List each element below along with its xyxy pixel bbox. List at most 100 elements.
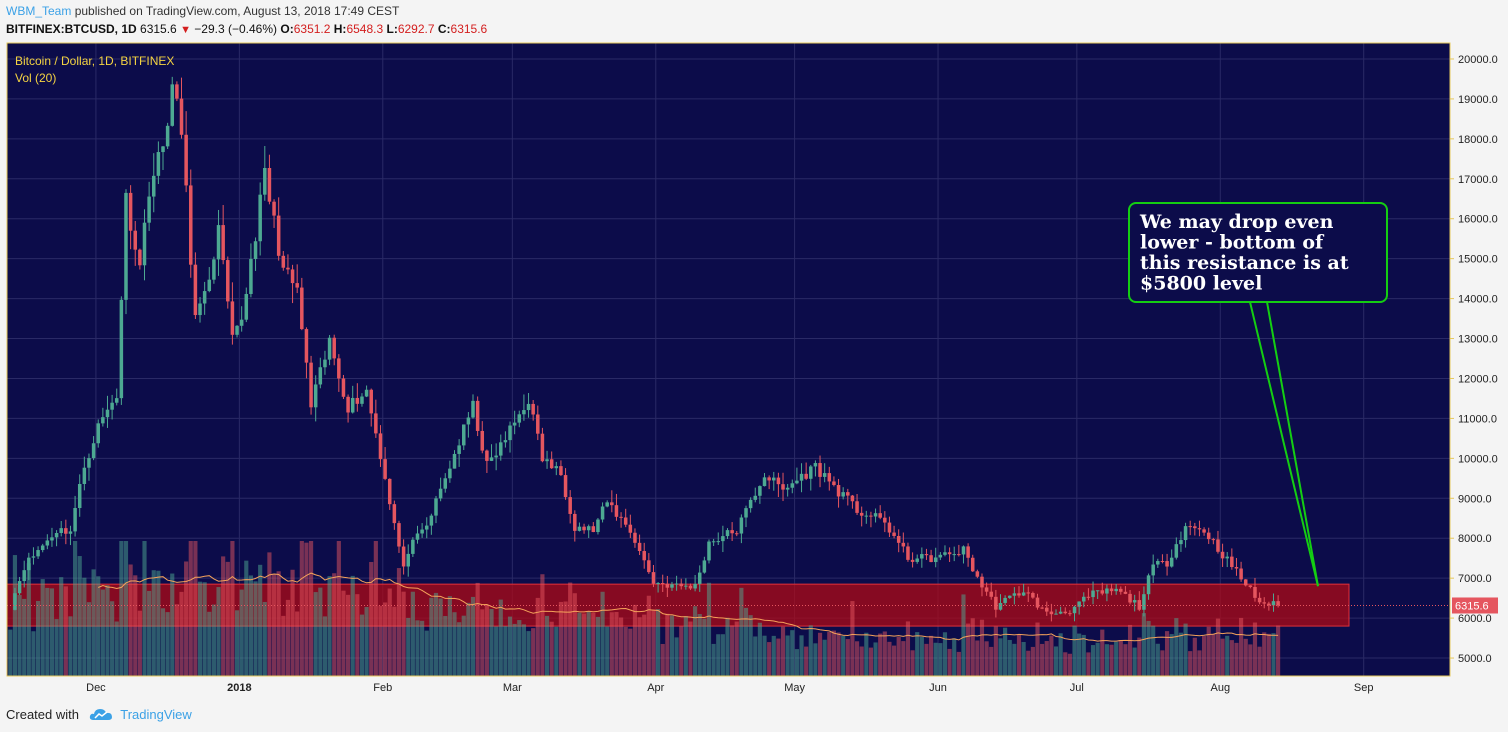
candle-body [1146, 575, 1151, 595]
candle-body [1253, 586, 1257, 598]
candle [406, 544, 410, 577]
volume-bar [693, 606, 698, 676]
volume-bar [424, 630, 429, 676]
author-link[interactable]: WBM_Team [6, 4, 72, 18]
low-label: L: [386, 22, 398, 36]
candle [725, 528, 730, 539]
volume-bar [1104, 644, 1109, 676]
candle [540, 427, 545, 463]
candle-body [623, 517, 628, 525]
candle [563, 468, 568, 500]
candle-body [869, 515, 873, 517]
candle-body [1174, 544, 1179, 558]
volume-bar [480, 609, 485, 676]
volume-bar [1188, 651, 1193, 676]
volume-bar [702, 618, 707, 676]
candle [290, 264, 295, 304]
volume-bar [114, 621, 119, 676]
candle-body [901, 542, 906, 547]
candle-body [387, 478, 392, 505]
candle [915, 554, 919, 564]
candle-body [799, 473, 804, 481]
volume-bar [137, 610, 142, 676]
candle-body [1211, 539, 1216, 541]
candle-body [323, 359, 327, 368]
candle-body [952, 554, 956, 556]
volume-bar [1040, 643, 1045, 676]
volume-bar [1053, 646, 1059, 676]
candle [452, 450, 457, 469]
candle [883, 511, 887, 533]
candle-body [508, 425, 512, 441]
volume-bar [193, 541, 198, 676]
candle [471, 394, 475, 419]
candle [494, 443, 498, 471]
volume-bar [1086, 652, 1091, 676]
candle-body [1072, 606, 1077, 614]
candle-body [989, 591, 993, 597]
candle-body [850, 495, 855, 502]
candle-body [610, 502, 614, 506]
volume-bar [854, 641, 860, 676]
volume-bar [271, 573, 277, 676]
y-tick-label: 12000.0 [1458, 373, 1498, 385]
volume-bar [396, 568, 402, 676]
candle-body [906, 546, 910, 560]
candle [202, 281, 207, 315]
candle [688, 583, 693, 591]
candle [1003, 595, 1007, 606]
candle [1230, 548, 1234, 570]
candle-body [1119, 588, 1123, 592]
volume-bar [174, 604, 179, 676]
candle-body [1206, 532, 1211, 540]
candle [429, 513, 434, 535]
candle [859, 506, 864, 527]
candle [485, 449, 489, 473]
candle [1253, 577, 1257, 602]
candle [369, 388, 373, 427]
tradingview-link[interactable]: TradingView [120, 707, 192, 722]
volume-bar [443, 615, 448, 676]
candle [1012, 587, 1017, 605]
candle-body [781, 484, 785, 490]
volume-bar [970, 618, 975, 676]
candle-body [230, 301, 235, 335]
candle [901, 532, 906, 553]
candle [383, 447, 387, 481]
candle [1040, 606, 1044, 610]
volume-bar [609, 612, 614, 676]
candle-body [337, 358, 341, 379]
candle [832, 476, 836, 487]
volume-bar [86, 602, 92, 676]
candle-body [369, 389, 373, 414]
volume-bar [341, 590, 346, 676]
volume-bar [517, 620, 522, 676]
candle-body [1095, 590, 1100, 592]
candle [105, 395, 110, 428]
volume-bar [387, 588, 392, 676]
callout-box [1128, 202, 1388, 303]
candle [1248, 585, 1253, 589]
candle-body [378, 433, 383, 460]
candle-body [424, 525, 429, 530]
candle-body [22, 570, 26, 582]
candle [957, 544, 961, 557]
volume-bar [216, 587, 221, 676]
volume-bar [989, 646, 994, 676]
low-value: 6292.7 [397, 22, 435, 36]
volume-bar [1211, 633, 1216, 676]
candle [300, 277, 304, 331]
candle [758, 485, 762, 504]
candle-body [684, 585, 688, 587]
candle [1068, 610, 1072, 617]
volume-bar [743, 607, 749, 676]
candle-body [739, 517, 744, 534]
volume-bar [179, 591, 184, 676]
candle [480, 421, 485, 454]
candle-body [397, 523, 401, 547]
volume-bar [1239, 617, 1244, 676]
volume-bar [17, 594, 22, 676]
candle [489, 444, 494, 462]
candle [790, 479, 795, 494]
